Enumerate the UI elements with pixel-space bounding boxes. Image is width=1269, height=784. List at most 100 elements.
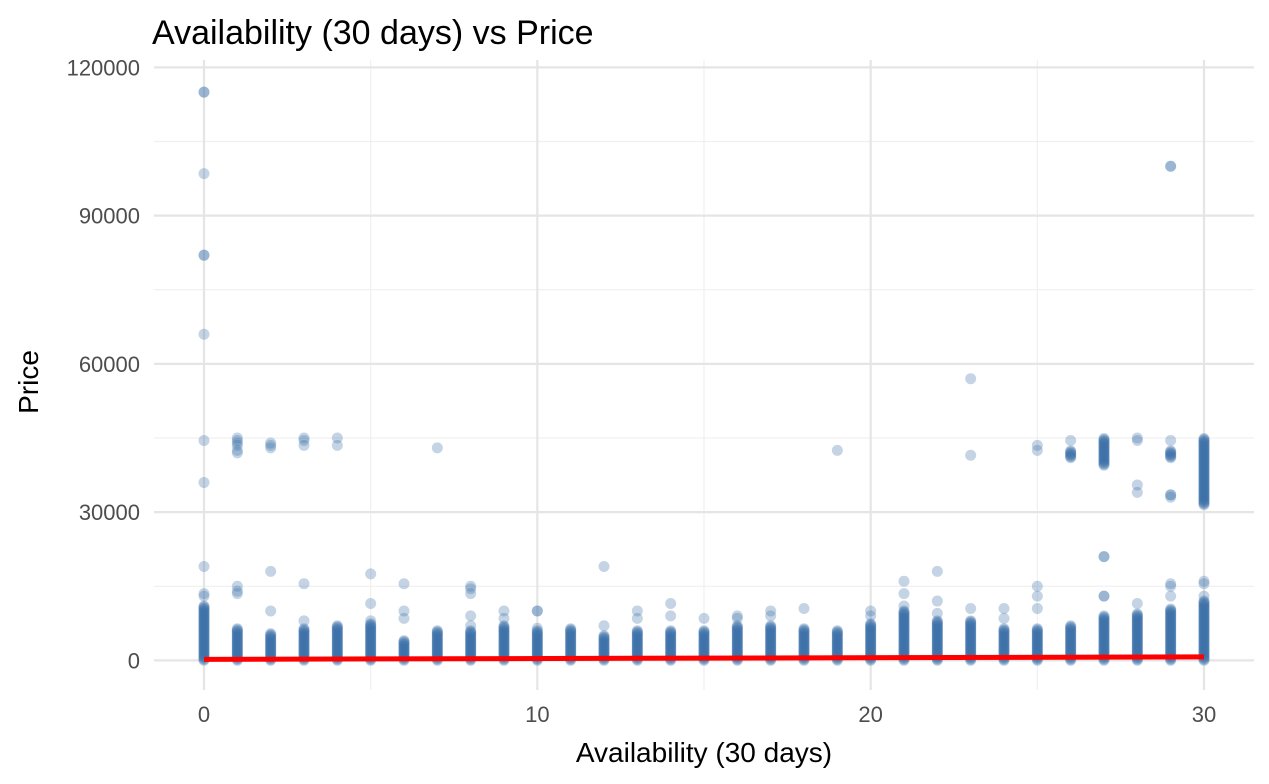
data-point: [231, 639, 243, 651]
data-point: [731, 643, 743, 655]
data-point: [1098, 440, 1110, 452]
data-point: [1165, 622, 1177, 634]
data-point: [1198, 444, 1210, 456]
data-point: [465, 583, 477, 595]
data-point: [298, 635, 310, 647]
data-point: [1165, 605, 1177, 617]
data-point: [1031, 580, 1043, 592]
data-point: [798, 628, 810, 640]
data-point: [465, 633, 477, 645]
data-point: [298, 647, 310, 659]
data-point: [198, 623, 210, 635]
data-point: [831, 641, 843, 653]
data-point: [331, 643, 343, 655]
data-point: [898, 605, 910, 617]
data-point: [765, 632, 777, 644]
data-point: [1165, 642, 1177, 654]
data-point: [1198, 607, 1210, 619]
data-point: [1198, 458, 1210, 470]
data-point: [465, 588, 477, 600]
data-point: [198, 588, 210, 600]
data-point: [931, 627, 943, 639]
data-point: [1098, 615, 1110, 627]
data-point: [898, 622, 910, 634]
data-point: [1065, 448, 1077, 460]
data-point: [1165, 618, 1177, 630]
data-point: [831, 643, 843, 655]
data-point: [665, 627, 677, 639]
data-point: [231, 635, 243, 647]
data-point: [1198, 621, 1210, 633]
data-point: [898, 619, 910, 631]
data-point: [465, 642, 477, 654]
y-tick-label: 90000: [79, 204, 140, 229]
data-point: [1198, 479, 1210, 491]
data-point: [265, 641, 277, 653]
data-point: [565, 639, 577, 651]
data-point: [731, 621, 743, 633]
data-point: [1131, 614, 1143, 626]
data-point: [1098, 455, 1110, 467]
data-point: [1198, 473, 1210, 485]
data-point: [1165, 160, 1177, 172]
data-point: [1198, 478, 1210, 490]
data-point: [298, 615, 310, 627]
data-point: [1098, 610, 1110, 622]
data-point: [898, 612, 910, 624]
data-point: [1031, 626, 1043, 638]
data-point: [698, 626, 710, 638]
data-point: [898, 617, 910, 629]
data-point: [365, 615, 377, 627]
data-point: [865, 628, 877, 640]
data-point: [1131, 631, 1143, 643]
data-point: [231, 637, 243, 649]
data-point: [1198, 578, 1210, 590]
data-point: [1198, 615, 1210, 627]
data-point: [831, 638, 843, 650]
data-point: [1065, 635, 1077, 647]
data-point: [898, 642, 910, 654]
data-point: [1198, 436, 1210, 448]
data-point: [465, 635, 477, 647]
data-point: [698, 646, 710, 658]
data-point: [1198, 495, 1210, 507]
data-point: [1131, 619, 1143, 631]
data-point: [1098, 619, 1110, 631]
data-point: [665, 642, 677, 654]
data-point: [831, 625, 843, 637]
y-axis-title: Price: [13, 350, 44, 414]
data-point: [331, 626, 343, 638]
data-point: [965, 633, 977, 645]
data-point: [198, 612, 210, 624]
data-point: [498, 622, 510, 634]
data-point: [1165, 630, 1177, 642]
data-point: [198, 642, 210, 654]
data-point: [898, 611, 910, 623]
data-point: [1165, 644, 1177, 656]
data-point: [331, 642, 343, 654]
data-point: [1031, 623, 1043, 635]
data-point: [565, 638, 577, 650]
data-point: [1098, 632, 1110, 644]
data-point: [365, 628, 377, 640]
data-point: [731, 628, 743, 640]
data-point: [598, 560, 610, 572]
data-point: [431, 627, 443, 639]
data-point: [398, 636, 410, 648]
data-point: [298, 636, 310, 648]
data-point: [1198, 467, 1210, 479]
data-point: [1165, 608, 1177, 620]
data-point: [1098, 635, 1110, 647]
data-point: [565, 628, 577, 640]
data-point: [1131, 610, 1143, 622]
data-point: [465, 636, 477, 648]
data-point: [1098, 457, 1110, 469]
data-point: [1031, 439, 1043, 451]
data-point: [1098, 454, 1110, 466]
data-point: [431, 639, 443, 651]
data-point: [398, 639, 410, 651]
data-point: [1198, 445, 1210, 457]
data-point: [898, 641, 910, 653]
data-point: [398, 641, 410, 653]
data-point: [198, 604, 210, 616]
